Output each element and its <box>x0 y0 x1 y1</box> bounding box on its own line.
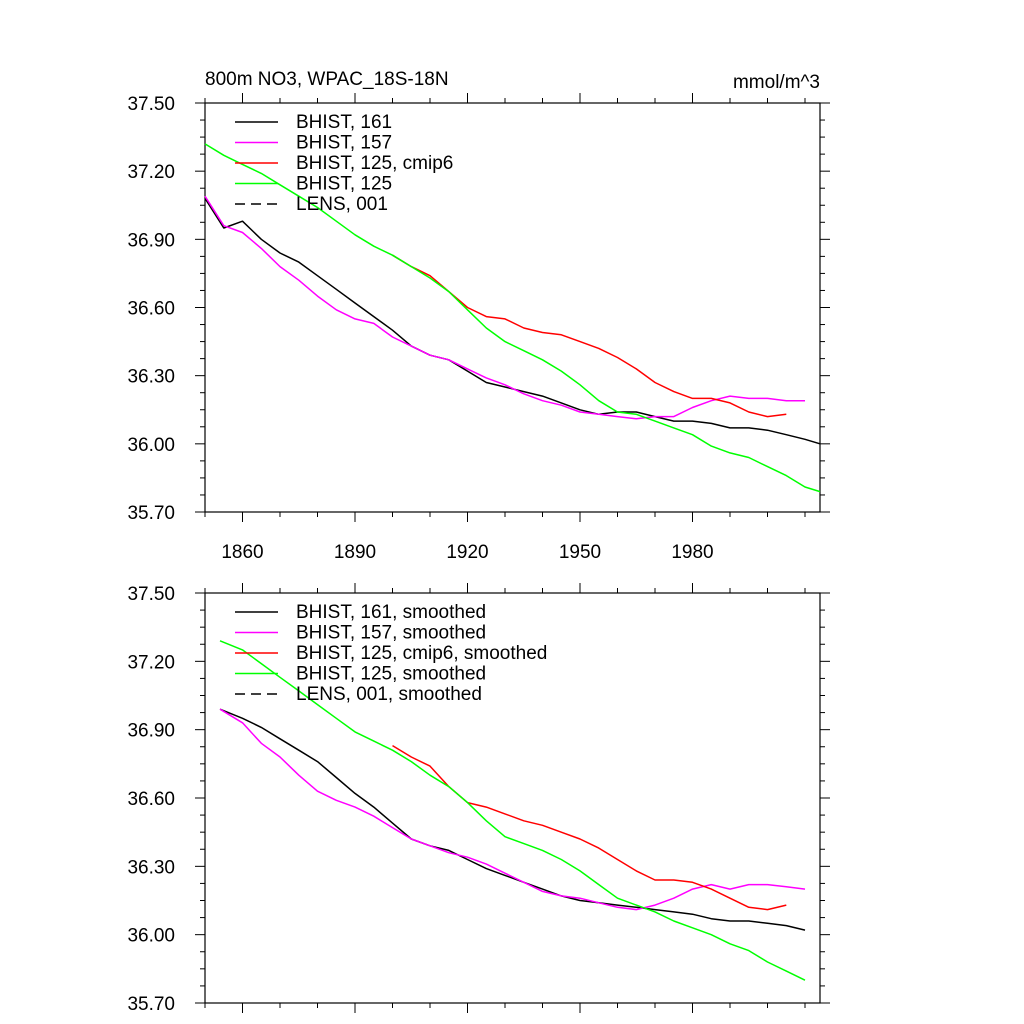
x-tick-label: 1920 <box>446 542 488 563</box>
y-tick-label: 36.90 <box>127 230 175 251</box>
x-tick-label: 1860 <box>221 542 263 563</box>
legend-label: BHIST, 125, cmip6 <box>296 153 453 174</box>
series-line-bhist_161 <box>219 708 806 931</box>
chart-title: 800m NO3, WPAC_18S-18N <box>205 69 449 90</box>
series-line-bhist_125 <box>204 143 821 493</box>
legend-label: BHIST, 125, smoothed <box>296 664 486 685</box>
x-tick-label: 1950 <box>559 542 601 563</box>
legend-label: LENS, 001 <box>296 194 388 215</box>
y-tick-label: 36.00 <box>127 435 175 456</box>
y-tick-label: 36.60 <box>127 299 175 320</box>
series-line-bhist_157 <box>204 195 805 420</box>
legend-label: BHIST, 157, smoothed <box>296 623 486 644</box>
legend-label: BHIST, 161 <box>296 112 392 133</box>
y-tick-label: 36.30 <box>127 857 175 878</box>
top-plot-area: 35.70 36.00 36.30 36.60 36.90 37.20 37.50 1860 1… <box>127 93 830 563</box>
x-tick-label: 1890 <box>334 542 376 563</box>
bottom-plot-area: 35.70 36.00 36.30 36.60 36.90 37.20 37.50 BHIST… <box>127 583 830 1015</box>
series-line-bhist_157 <box>219 708 806 911</box>
legend-label: BHIST, 161, smoothed <box>296 602 486 623</box>
y-tick-label: 36.30 <box>127 367 175 388</box>
series-line-bhist_125_cmip6 <box>392 744 787 911</box>
legend-label: LENS, 001, smoothed <box>296 684 482 705</box>
top-panel: 800m NO3, WPAC_18S-18N mmol/m^3 35.70 36.… <box>127 69 830 563</box>
y-tick-label: 37.20 <box>127 162 175 183</box>
y-tick-label: 37.50 <box>127 584 175 605</box>
y-tick-label: 36.00 <box>127 926 175 947</box>
series-line-bhist_125_cmip6 <box>392 254 787 418</box>
legend-label: BHIST, 157 <box>296 133 392 154</box>
bottom-panel: 35.70 36.00 36.30 36.60 36.90 37.20 37.50 BHIST… <box>127 583 830 1015</box>
y-tick-label: 35.70 <box>127 994 175 1015</box>
y-tick-label: 37.20 <box>127 652 175 673</box>
series-line-bhist_125 <box>219 640 806 981</box>
y-tick-label: 35.70 <box>127 503 175 524</box>
units-label: mmol/m^3 <box>733 72 820 93</box>
x-tick-label: 1980 <box>671 542 713 563</box>
y-tick-label: 36.90 <box>127 721 175 742</box>
legend-label: BHIST, 125 <box>296 174 392 195</box>
legend-label: BHIST, 125, cmip6, smoothed <box>296 643 547 664</box>
y-tick-label: 37.50 <box>127 94 175 115</box>
y-tick-label: 36.60 <box>127 789 175 810</box>
series-line-bhist_161 <box>204 197 821 445</box>
